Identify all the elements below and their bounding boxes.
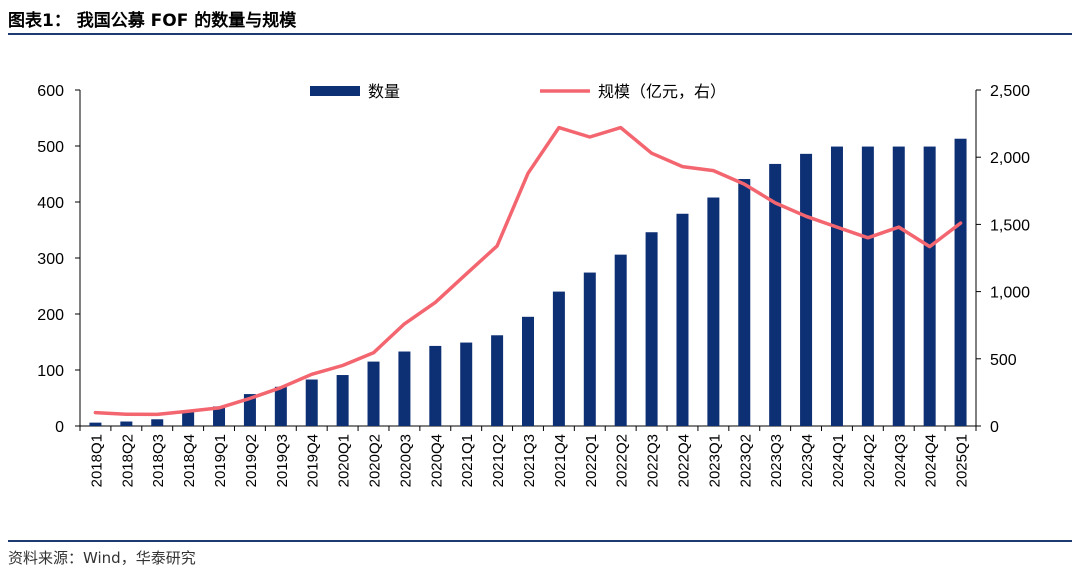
x-tick-label: 2025Q1 <box>954 434 971 487</box>
count-bar <box>120 421 133 426</box>
x-tick-label: 2022Q2 <box>614 434 631 487</box>
legend-count-label: 数量 <box>368 83 400 101</box>
x-tick-label: 2020Q2 <box>367 434 384 487</box>
legend-count-swatch <box>310 86 360 96</box>
x-tick-label: 2020Q1 <box>336 434 353 487</box>
x-tick-label: 2021Q2 <box>490 434 507 487</box>
count-bar <box>367 361 380 426</box>
left-tick-label: 200 <box>37 307 64 324</box>
right-tick-label: 0 <box>990 419 999 436</box>
x-tick-label: 2018Q2 <box>119 434 136 487</box>
x-tick-label: 2019Q1 <box>212 434 229 487</box>
count-bar <box>923 146 936 426</box>
x-tick-label: 2018Q4 <box>181 434 198 487</box>
fof-count-and-scale-chart: 0 100 200 300 400 500 600 0 500 1,000 1,500 2,000 2,… <box>37 83 1030 487</box>
count-bar <box>830 146 843 426</box>
x-tick-label: 2018Q3 <box>150 434 167 487</box>
count-bar <box>800 153 813 426</box>
right-tick-label: 2,500 <box>990 83 1030 100</box>
x-tick-label: 2024Q1 <box>830 434 847 487</box>
left-tick-label: 0 <box>55 419 64 436</box>
x-tick-label: 2019Q3 <box>274 434 291 487</box>
x-tick-label: 2022Q1 <box>583 434 600 487</box>
x-tick-label: 2020Q4 <box>428 434 445 487</box>
count-bar <box>151 419 164 426</box>
x-tick-label: 2020Q3 <box>397 434 414 487</box>
right-tick-label: 1,500 <box>990 217 1030 234</box>
x-tick-label: 2023Q1 <box>706 434 723 487</box>
source-note: 资料来源：Wind，华泰研究 <box>8 549 196 567</box>
right-tick-label: 500 <box>990 352 1017 369</box>
count-bar <box>243 394 256 426</box>
x-tick-label: 2022Q4 <box>675 434 692 487</box>
count-bar <box>398 351 411 426</box>
count-bar <box>645 232 658 426</box>
count-bar <box>274 386 287 426</box>
x-tick-label: 2021Q3 <box>521 434 538 487</box>
figure-title: 图表1： 我国公募 FOF 的数量与规模 <box>8 11 297 31</box>
count-bar <box>707 197 720 426</box>
count-bar <box>182 412 195 426</box>
x-tick-label: 2024Q2 <box>861 434 878 487</box>
x-tick-label: 2018Q1 <box>88 434 105 487</box>
x-tick-label: 2021Q1 <box>459 434 476 487</box>
x-tick-label: 2021Q4 <box>552 434 569 487</box>
count-bar <box>892 146 905 426</box>
count-bar <box>676 213 689 426</box>
x-tick-label: 2019Q2 <box>243 434 260 487</box>
count-bar <box>336 375 349 426</box>
count-bar <box>460 342 473 426</box>
count-bar <box>614 254 627 426</box>
left-tick-label: 300 <box>37 251 64 268</box>
left-tick-label: 100 <box>37 363 64 380</box>
x-tick-label: 2023Q3 <box>768 434 785 487</box>
source-rule <box>8 540 1072 542</box>
x-tick-label: 2023Q4 <box>799 434 816 487</box>
x-tick-label: 2024Q4 <box>923 434 940 487</box>
x-tick-label: 2019Q4 <box>305 434 322 487</box>
scale-line <box>93 125 963 417</box>
count-bar <box>954 138 967 426</box>
count-bar <box>769 163 782 427</box>
title-rule <box>8 33 1072 35</box>
count-bar <box>89 422 102 426</box>
count-bar <box>522 316 534 426</box>
count-bar <box>861 146 874 426</box>
count-bar <box>552 291 565 426</box>
right-tick-label: 2,000 <box>990 150 1030 167</box>
legend-scale-label: 规模（亿元，右） <box>598 83 726 101</box>
x-tick-label: 2022Q3 <box>645 434 662 487</box>
count-bar <box>429 345 442 426</box>
count-bar <box>491 335 504 426</box>
count-bar <box>583 272 596 426</box>
count-bar <box>738 179 751 426</box>
count-bar <box>213 406 226 426</box>
left-tick-label: 600 <box>37 83 64 100</box>
count-bar <box>305 379 318 426</box>
left-tick-label: 400 <box>37 195 64 212</box>
left-tick-label: 500 <box>37 139 64 156</box>
x-tick-label: 2024Q3 <box>892 434 909 487</box>
x-tick-label: 2023Q2 <box>737 434 754 487</box>
right-tick-label: 1,000 <box>990 285 1030 302</box>
